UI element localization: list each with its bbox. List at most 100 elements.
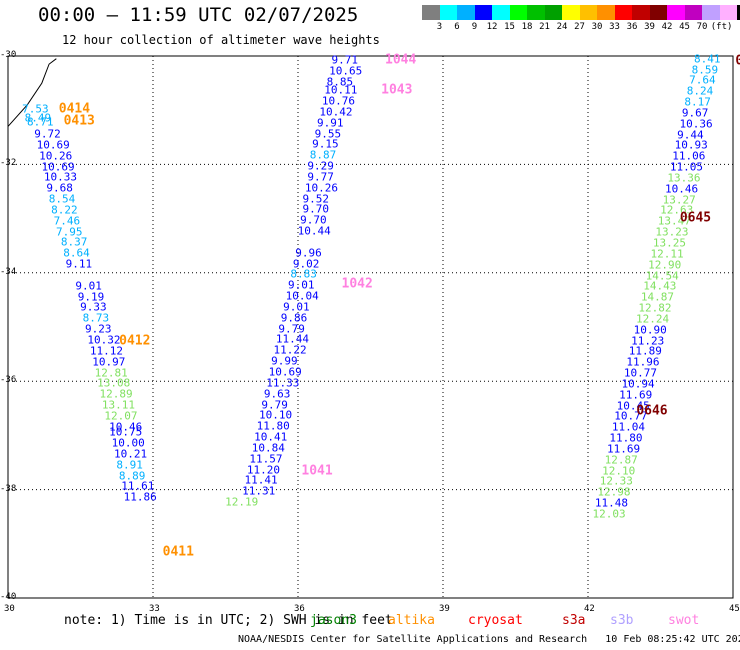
swh-value: 14.87 <box>640 290 674 304</box>
swh-value: 14.43 <box>643 279 677 293</box>
y-tick-label: -38 <box>0 483 17 494</box>
pass-label: 06 <box>735 53 740 69</box>
satellite-legend-item: jason3 <box>310 613 357 628</box>
colorbar-swatch <box>527 5 545 20</box>
x-tick-label: 45 <box>729 604 740 614</box>
swh-value: 13.11 <box>101 398 136 412</box>
swh-value: 9.96 <box>295 246 322 260</box>
x-tick-label: 36 <box>294 604 305 614</box>
colorbar-label: 21 <box>539 22 550 32</box>
swh-value: 12.03 <box>592 507 626 521</box>
swh-value: 8.83 <box>290 267 317 281</box>
swh-value: 9.72 <box>34 127 61 141</box>
swh-value: 12.82 <box>638 301 672 315</box>
pass-label: 1042 <box>341 276 373 292</box>
pass-label: 0412 <box>119 333 151 349</box>
swh-value: 9.33 <box>80 300 107 314</box>
swh-value: 11.12 <box>89 344 123 358</box>
swh-value: 11.33 <box>266 376 300 390</box>
colorbar-swatch <box>737 5 740 20</box>
pass-label: 1041 <box>301 463 333 479</box>
swh-value: 10.11 <box>324 83 358 97</box>
colorbar-swatch <box>614 5 632 20</box>
colorbar-label: 12 <box>486 22 498 32</box>
swh-value: 10.46 <box>109 420 143 434</box>
swh-value: 8.87 <box>309 148 337 162</box>
swh-value: 8.91 <box>116 458 143 472</box>
satellite-legend-item: s3a <box>562 613 586 628</box>
swh-value: 8.71 <box>27 115 54 129</box>
swh-value: 12.87 <box>604 453 638 467</box>
y-tick-label: -40 <box>0 592 17 602</box>
swh-value: 10.32 <box>87 333 121 347</box>
satellite-legend-item: cryosat <box>468 613 523 628</box>
swh-value: 12.90 <box>648 258 682 272</box>
swh-value: 12.19 <box>225 495 259 509</box>
swh-value: 7.53 <box>22 102 49 116</box>
swh-value: 10.90 <box>633 323 667 337</box>
swh-value: 10.93 <box>674 138 708 152</box>
swh-value: 11.89 <box>628 344 662 358</box>
swh-value: 7.46 <box>53 214 81 228</box>
pass-label: 1043 <box>381 82 413 98</box>
swh-value: 9.52 <box>302 192 330 206</box>
swh-value: 12.11 <box>650 247 684 261</box>
colorbar-label: 36 <box>626 22 638 32</box>
colorbar-swatch <box>492 5 510 20</box>
pass-label: 1044 <box>385 52 417 68</box>
colorbar <box>422 5 740 21</box>
x-tick-label: 33 <box>149 604 160 614</box>
swh-value: 8.22 <box>51 203 78 217</box>
swh-value: 11.04 <box>611 420 645 434</box>
swh-value: 10.75 <box>109 425 143 439</box>
swh-value: 12.89 <box>99 387 133 401</box>
swh-value: 10.46 <box>665 182 699 196</box>
swh-value: 10.69 <box>268 365 302 379</box>
footer-credit: NOAA/NESDIS Center for Satellite Applica… <box>238 634 740 645</box>
swh-value: 12.07 <box>104 409 138 423</box>
colorbar-swatch <box>474 5 492 20</box>
swh-value: 9.19 <box>77 290 105 304</box>
pass-label: 0413 <box>63 113 95 129</box>
colorbar-swatch <box>667 5 685 20</box>
colorbar-label: 9 <box>471 22 478 32</box>
swh-value: 9.70 <box>300 213 327 227</box>
coastline <box>7 58 57 127</box>
swh-value: 9.63 <box>263 387 291 401</box>
y-tick-label: -32 <box>0 158 17 169</box>
y-tick-label: -36 <box>0 375 17 386</box>
swh-value: 9.23 <box>85 322 112 336</box>
swh-value: 9.91 <box>317 116 344 130</box>
swh-value: 13.08 <box>97 376 131 390</box>
swh-value: 9.01 <box>288 278 315 292</box>
map-subtitle: 12 hour collection of altimeter wave hei… <box>62 33 380 47</box>
map-title: 00:00 – 11:59 UTC 02/07/2025 <box>38 4 359 26</box>
colorbar-swatch <box>544 5 562 20</box>
colorbar-swatch <box>457 5 475 20</box>
swh-value: 7.95 <box>56 225 83 239</box>
satellite-legend-item: swot <box>668 613 700 628</box>
swh-value: 7.64 <box>689 73 716 87</box>
colorbar-label: 30 <box>591 22 603 32</box>
swh-value: 10.26 <box>304 181 339 195</box>
pass-label: 0414 <box>58 101 91 117</box>
colorbar-labels: 3 6 9 12 15 18 21 24 27 30 33 36 39 42 45 70 (ft) <box>422 22 733 34</box>
swh-value: 9.01 <box>75 279 102 293</box>
swh-value: 9.29 <box>307 159 334 173</box>
swh-value: 8.41 <box>694 52 721 66</box>
note-text: note: 1) Time is in UTC; 2) SWH is in fe… <box>64 613 393 628</box>
swh-value: 9.44 <box>677 128 704 142</box>
colorbar-swatch <box>649 5 667 20</box>
swh-value: 13.27 <box>662 193 696 207</box>
colorbar-swatch <box>422 5 440 20</box>
colorbar-label: 45 <box>679 22 690 32</box>
swh-value: 10.26 <box>39 149 73 163</box>
swh-value: 11.57 <box>249 452 283 466</box>
colorbar-label: 6 <box>454 22 460 32</box>
swh-value: 11.06 <box>672 149 706 163</box>
swh-value: 11.48 <box>594 496 629 510</box>
swh-value: 9.70 <box>302 202 330 216</box>
swh-value: 14.54 <box>645 269 679 282</box>
colorbar-label: 70 <box>696 22 708 32</box>
swh-value: 8.64 <box>63 246 90 260</box>
